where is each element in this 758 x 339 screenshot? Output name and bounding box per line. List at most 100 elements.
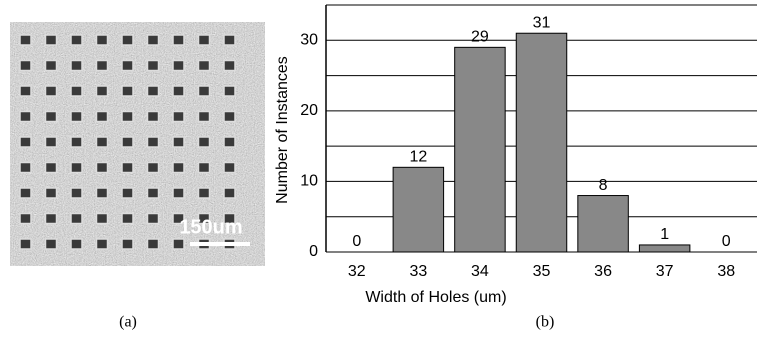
hole (199, 112, 210, 122)
x-tick-label: 32 (348, 263, 366, 280)
x-tick-label: 36 (594, 263, 612, 280)
y-tick-label: 20 (300, 102, 318, 119)
x-tick-label: 37 (656, 263, 674, 280)
hole (20, 112, 31, 122)
hole (71, 35, 82, 45)
hole (224, 188, 235, 198)
x-tick-label: 34 (471, 263, 489, 280)
hole (199, 137, 210, 147)
hole (20, 214, 31, 224)
bar (455, 47, 505, 252)
hole (224, 86, 235, 96)
hole (224, 112, 235, 122)
hole (199, 61, 210, 71)
hole (224, 137, 235, 147)
y-tick-label: 0 (309, 243, 318, 260)
hole (148, 112, 159, 122)
hole (148, 61, 159, 71)
hole (71, 188, 82, 198)
hole (46, 163, 57, 173)
hole (122, 239, 133, 249)
hole (148, 239, 159, 249)
hole (173, 112, 184, 122)
hole (173, 163, 184, 173)
caption-b: (b) (536, 314, 555, 331)
hole (199, 35, 210, 45)
hole (46, 239, 57, 249)
hole (20, 61, 31, 71)
hole (97, 112, 108, 122)
sem-image: 150um (10, 22, 265, 266)
hole (122, 35, 133, 45)
hole (20, 86, 31, 96)
y-axis-label: Number of Instances (274, 56, 291, 204)
hole (173, 188, 184, 198)
value-label: 31 (533, 14, 551, 31)
hole (148, 86, 159, 96)
hole (97, 86, 108, 96)
x-tick-label: 35 (533, 263, 551, 280)
hole (71, 137, 82, 147)
hole (122, 214, 133, 224)
value-label: 8 (599, 177, 608, 194)
y-tick-label: 30 (300, 32, 318, 49)
hole (20, 35, 31, 45)
hole (71, 239, 82, 249)
value-label: 29 (471, 29, 489, 46)
hole (97, 239, 108, 249)
hole (173, 137, 184, 147)
value-label: 0 (722, 233, 731, 250)
hole (122, 61, 133, 71)
hole (71, 112, 82, 122)
hole (199, 86, 210, 96)
hole (97, 61, 108, 71)
hole (46, 61, 57, 71)
hole (46, 137, 57, 147)
hole (224, 163, 235, 173)
hole (46, 188, 57, 198)
x-axis-label: Width of Holes (um) (365, 289, 506, 306)
hole (148, 35, 159, 45)
hole (97, 214, 108, 224)
x-tick-label: 33 (409, 263, 427, 280)
hole (20, 188, 31, 198)
hole (224, 61, 235, 71)
hole (122, 137, 133, 147)
hole (71, 214, 82, 224)
value-label: 1 (660, 226, 669, 243)
hole (97, 163, 108, 173)
hole (122, 163, 133, 173)
bar (516, 33, 566, 252)
hole (46, 214, 57, 224)
hole (122, 112, 133, 122)
hole (224, 35, 235, 45)
hole (199, 188, 210, 198)
x-tick-label: 38 (717, 263, 735, 280)
bar (578, 196, 628, 252)
value-label: 0 (352, 233, 361, 250)
hole (148, 188, 159, 198)
hole (199, 163, 210, 173)
figure: 150um (a) (b) Width of Holes (um) Number… (0, 0, 758, 339)
hole (148, 163, 159, 173)
bar (639, 245, 689, 252)
hole (20, 239, 31, 249)
hole (46, 112, 57, 122)
hole (173, 86, 184, 96)
hole (122, 86, 133, 96)
hole (97, 188, 108, 198)
hole (71, 163, 82, 173)
hole (148, 214, 159, 224)
scale-label: 150um (179, 216, 242, 238)
hole (122, 188, 133, 198)
value-label: 12 (409, 149, 427, 166)
hole (173, 35, 184, 45)
caption-a: (a) (119, 314, 137, 331)
hole (97, 137, 108, 147)
hole (97, 35, 108, 45)
hole (46, 35, 57, 45)
hole (71, 61, 82, 71)
hole (46, 86, 57, 96)
y-tick-label: 10 (300, 173, 318, 190)
hole (20, 163, 31, 173)
